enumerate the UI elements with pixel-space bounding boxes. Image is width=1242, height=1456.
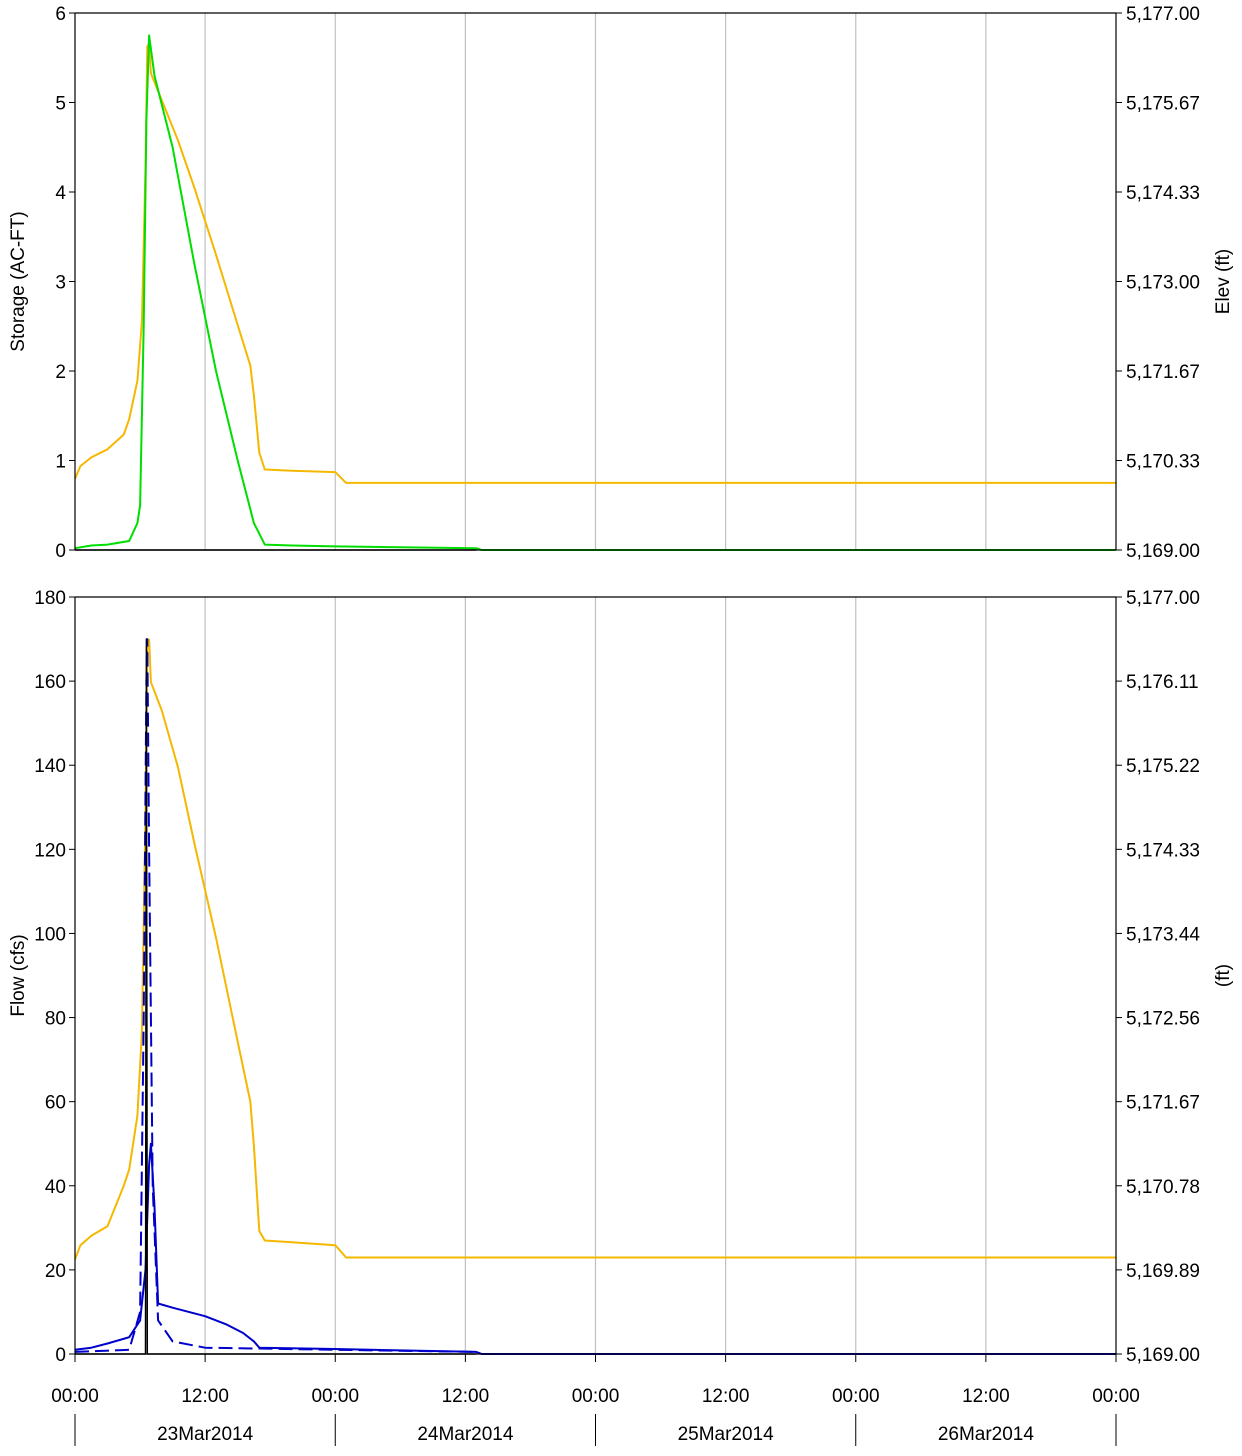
y-tick-label: 40 (45, 1177, 66, 1198)
y2-tick-label: 5,174.33 (1126, 183, 1200, 204)
x-tick-label: 00:00 (311, 1386, 359, 1407)
y2-tick-label: 5,175.22 (1126, 756, 1200, 777)
y-tick-label: 140 (34, 756, 66, 777)
x-tick-label: 00:00 (1092, 1386, 1140, 1407)
y2-tick-label: 5,177.00 (1126, 4, 1200, 25)
x-tick-label: 12:00 (962, 1386, 1010, 1407)
y2-tick-label: 5,174.33 (1126, 840, 1200, 861)
x-tick-label: 00:00 (51, 1386, 99, 1407)
y2-tick-label: 5,170.78 (1126, 1177, 1200, 1198)
x-tick-label: 00:00 (572, 1386, 620, 1407)
y-tick-label: 1 (55, 452, 66, 473)
y-tick-label: 180 (34, 588, 66, 609)
y-tick-label: 6 (55, 4, 66, 25)
y2-tick-label: 5,171.67 (1126, 1093, 1200, 1114)
x-tick-label: 12:00 (702, 1386, 750, 1407)
y-tick-label: 80 (45, 1009, 66, 1030)
y2-tick-label: 5,176.11 (1126, 672, 1199, 693)
y-tick-label: 20 (45, 1261, 66, 1282)
y2-tick-label: 5,170.33 (1126, 452, 1200, 473)
y2-tick-label: 5,173.00 (1126, 273, 1200, 294)
y-tick-label: 5 (55, 94, 66, 115)
y2-tick-label: 5,175.67 (1126, 94, 1200, 115)
y-tick-label: 60 (45, 1093, 66, 1114)
y-tick-label: 2 (55, 362, 66, 383)
y2-tick-label: 5,169.89 (1126, 1261, 1200, 1282)
y2-tick-label: 5,169.00 (1126, 1345, 1200, 1366)
y-tick-label: 3 (55, 273, 66, 294)
y-tick-label: 160 (34, 672, 66, 693)
y2-tick-label: 5,171.67 (1126, 362, 1200, 383)
panel-top (69, 12, 1122, 551)
series-line-top-0 (74, 42, 1116, 484)
y-tick-label: 0 (55, 1345, 66, 1366)
y2-axis-title: Elev (ft) (1213, 249, 1234, 314)
x-tick-label: 00:00 (832, 1386, 880, 1407)
y2-tick-label: 5,172.56 (1126, 1009, 1200, 1030)
y-tick-label: 4 (55, 183, 66, 204)
series-line-bottom-2 (74, 1142, 1116, 1355)
x-date-label: 23Mar2014 (157, 1424, 254, 1445)
y-tick-label: 120 (34, 840, 66, 861)
panel-bottom (69, 596, 1122, 1355)
y2-axis-title: (ft) (1213, 964, 1234, 987)
series-line-top-1 (74, 34, 1116, 551)
x-date-label: 25Mar2014 (678, 1424, 775, 1445)
y-tick-label: 0 (55, 541, 66, 562)
y-tick-label: 100 (34, 924, 66, 945)
y-axis-title: Storage (AC-FT) (8, 211, 29, 351)
x-tick-label: 12:00 (442, 1386, 490, 1407)
x-tick-label: 12:00 (181, 1386, 229, 1407)
y2-tick-label: 5,173.44 (1126, 924, 1200, 945)
series-line-bottom-3 (75, 638, 477, 1355)
y2-tick-label: 5,169.00 (1126, 541, 1200, 562)
x-date-label: 24Mar2014 (417, 1424, 514, 1445)
y-axis-title: Flow (cfs) (8, 934, 29, 1016)
x-date-label: 26Mar2014 (938, 1424, 1035, 1445)
series-line-bottom-0 (74, 638, 1116, 1260)
y2-tick-label: 5,177.00 (1126, 588, 1200, 609)
